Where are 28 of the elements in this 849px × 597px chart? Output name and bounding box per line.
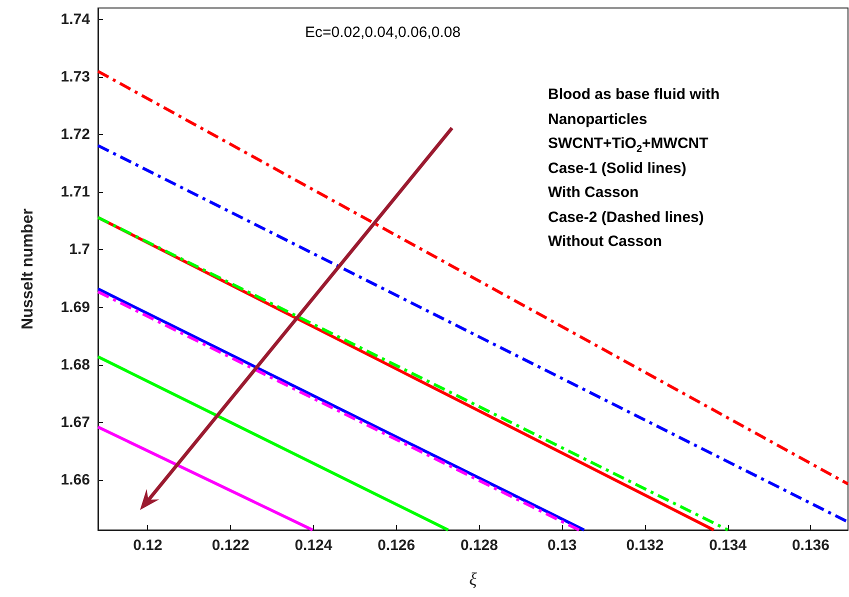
x-tick-label: 0.124	[294, 537, 333, 554]
y-tick-label: 1.66	[60, 471, 90, 488]
y-tick-label: 1.7	[69, 241, 90, 258]
annotation: With Casson	[548, 183, 639, 203]
x-tick-label: 0.134	[709, 537, 748, 554]
y-tick-label: 1.73	[60, 68, 90, 86]
x-tick-label: 0.132	[626, 537, 664, 554]
y-tick-label: 1.71	[60, 184, 90, 201]
annotation: Case-2 (Dashed lines)	[548, 208, 704, 228]
y-tick-label: 1.67	[60, 414, 90, 431]
y-tick-label: 1.74	[60, 11, 91, 28]
y-tick-label: 1.72	[60, 126, 90, 144]
x-tick-label: 0.12	[133, 537, 162, 554]
x-axis-title: ξ	[469, 569, 478, 589]
x-tick-label: 0.128	[460, 537, 498, 554]
x-tick-label: 0.126	[378, 537, 416, 554]
annotation: Nanoparticles	[548, 110, 648, 130]
x-tick-label: 0.13	[547, 537, 577, 554]
annotation: Case-1 (Solid lines)	[548, 158, 686, 178]
x-tick-label: 0.122	[212, 537, 250, 554]
x-tick-label: 0.136	[792, 537, 830, 554]
y-tick-label: 1.69	[60, 298, 90, 316]
y-tick-label: 1.68	[60, 356, 90, 374]
annotation: Without Casson	[548, 232, 662, 252]
annotation: SWCNT+TiO$_{2}$+MWCNT	[548, 134, 708, 157]
annotation: Blood as base fluid with	[548, 85, 720, 105]
y-axis-title: Nusselt number	[20, 208, 36, 330]
annotation: Ec=0.02,0.04,0.06,0.08	[305, 23, 461, 43]
